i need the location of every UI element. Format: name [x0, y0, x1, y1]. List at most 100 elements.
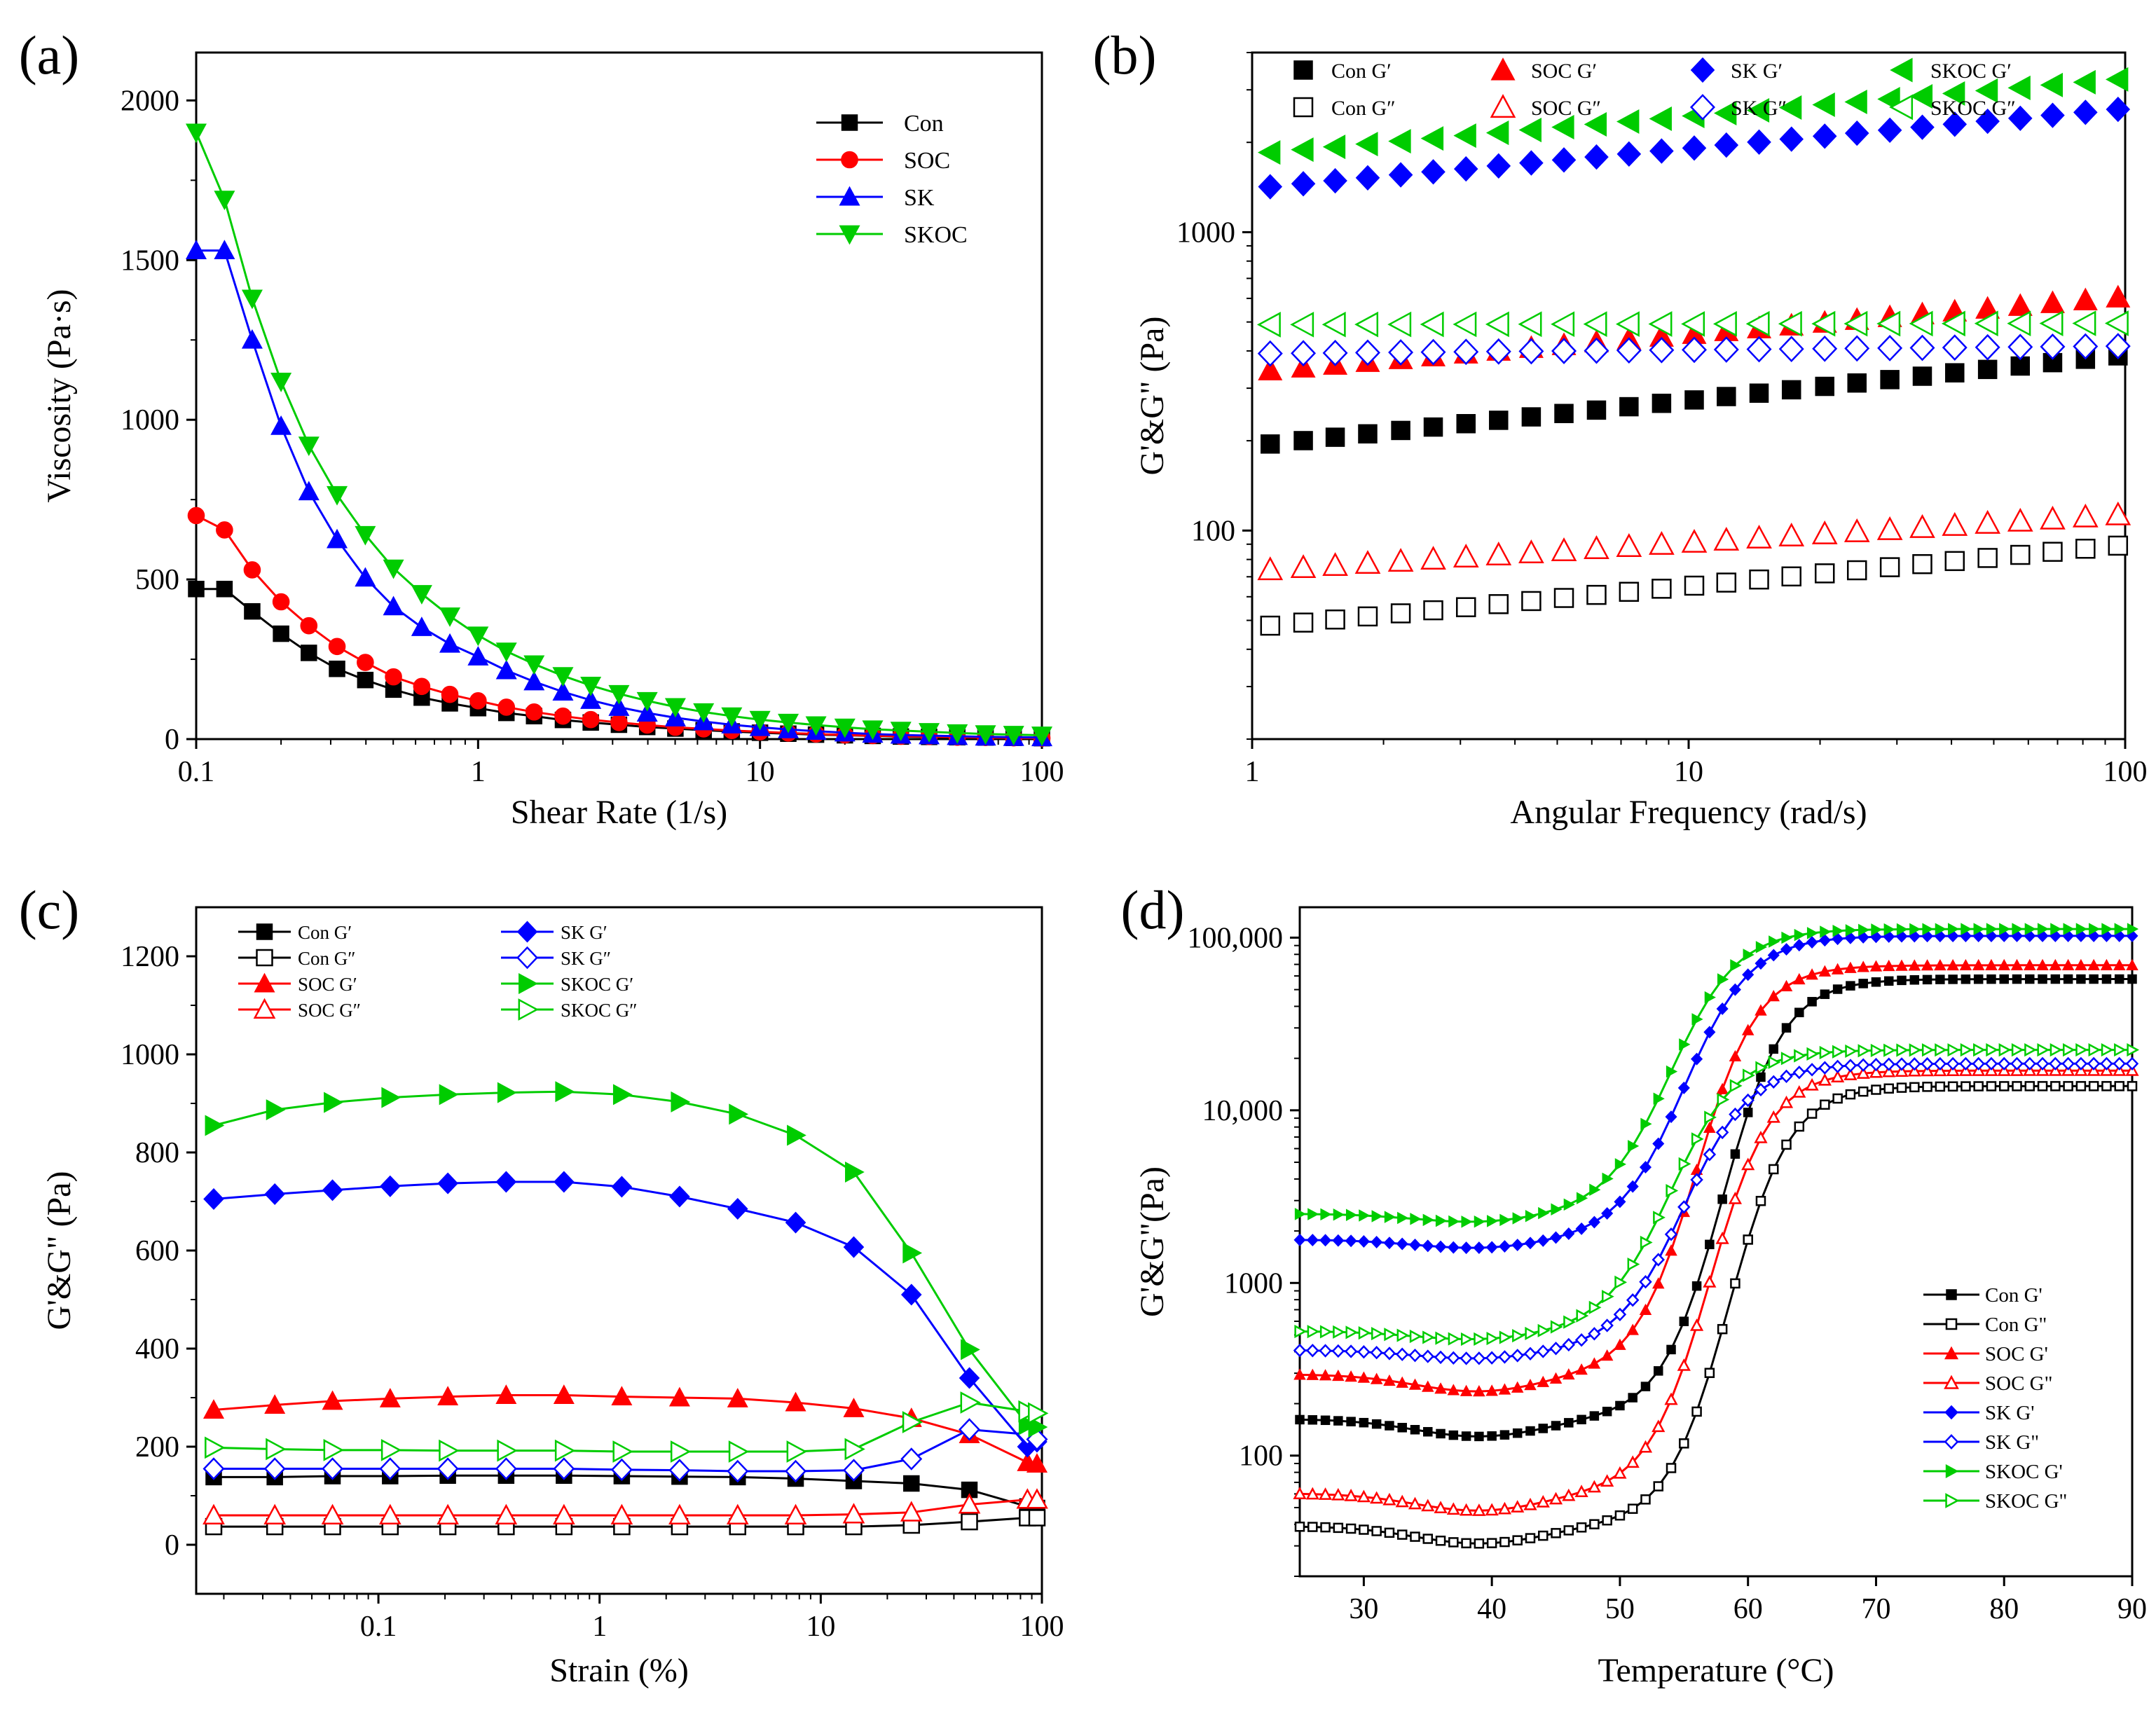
data-point — [1843, 310, 1868, 337]
data-point — [1665, 1244, 1677, 1256]
data-point — [1766, 1110, 1780, 1123]
data-point — [1754, 1082, 1768, 1097]
data-point — [1805, 1077, 1819, 1091]
data-point — [1844, 120, 1869, 146]
legend-item: SOC G' — [1923, 1343, 2048, 1365]
data-point — [1359, 1524, 1369, 1535]
data-point — [1703, 1026, 1716, 1039]
data-point — [2105, 333, 2131, 359]
data-point — [1716, 1082, 1729, 1094]
legend-label: Con G' — [1985, 1284, 2042, 1307]
data-point — [1909, 1082, 1920, 1093]
data-point — [842, 1503, 865, 1524]
data-point — [1473, 1241, 1485, 1255]
data-point — [1684, 390, 1704, 410]
legend-marker — [841, 114, 858, 131]
data-point — [1448, 1215, 1460, 1228]
data-point — [2073, 333, 2099, 360]
legend-item: SOC G″ — [1490, 94, 1601, 120]
data-point — [1371, 1326, 1384, 1341]
legend-item: Con G″ — [238, 948, 356, 969]
legend-marker — [518, 998, 539, 1021]
data-point — [785, 1459, 807, 1483]
legend-marker — [1490, 57, 1516, 81]
data-point — [1652, 1277, 1665, 1289]
data-point — [322, 1179, 343, 1201]
data-point — [1942, 511, 1968, 536]
data-point — [1972, 958, 1985, 971]
panel-label: (c) — [19, 879, 80, 940]
data-point — [1319, 1344, 1332, 1358]
data-point — [379, 1457, 401, 1480]
legend-item: SKOC G′ — [1890, 57, 2012, 83]
data-point — [2127, 923, 2139, 935]
data-point — [185, 240, 207, 260]
data-point — [1421, 1349, 1434, 1363]
data-point — [1345, 1234, 1357, 1248]
data-point — [1977, 359, 1998, 380]
data-point — [1537, 1375, 1550, 1387]
data-point — [2087, 958, 2100, 970]
data-point — [1307, 1522, 1318, 1532]
data-point — [1882, 1064, 1896, 1077]
data-point — [1749, 569, 1769, 590]
data-point — [1909, 975, 1920, 985]
data-point — [1346, 1417, 1356, 1426]
data-point — [1358, 424, 1378, 444]
data-point — [1487, 1215, 1499, 1227]
data-point — [1717, 1093, 1730, 1107]
data-point — [1420, 338, 1446, 366]
data-point — [1746, 97, 1770, 123]
data-point — [1551, 115, 1574, 140]
data-point — [1322, 552, 1348, 577]
data-point — [1858, 1086, 1869, 1097]
data-point — [668, 1386, 690, 1407]
data-point — [1947, 1043, 1961, 1057]
data-point — [1615, 311, 1640, 337]
data-point — [1549, 1372, 1563, 1384]
data-point — [1717, 387, 1736, 406]
y-tick-label: 0 — [165, 724, 179, 756]
data-point — [553, 1457, 575, 1480]
data-point — [1935, 923, 1946, 935]
data-point — [2007, 75, 2031, 100]
data-point — [727, 1388, 748, 1407]
x-tick-label: 10 — [806, 1611, 835, 1643]
data-point — [1883, 976, 1894, 986]
data-point — [1778, 310, 1802, 337]
data-point — [2089, 974, 2099, 984]
data-point — [2108, 535, 2129, 556]
data-point — [2072, 310, 2096, 336]
data-point — [266, 1099, 286, 1121]
data-point — [1453, 311, 1477, 338]
data-point — [1730, 1149, 1740, 1159]
data-point — [1844, 335, 1870, 362]
data-point — [749, 710, 771, 731]
data-point — [523, 655, 545, 675]
series-sk-g- — [203, 1171, 1048, 1458]
data-point — [1385, 1421, 1394, 1431]
data-point — [1371, 1419, 1382, 1429]
data-point — [1485, 1503, 1499, 1516]
data-point — [960, 1391, 981, 1414]
data-point — [216, 521, 233, 539]
data-point — [1909, 83, 1933, 109]
data-point — [2010, 544, 2031, 565]
data-point — [1562, 1337, 1576, 1352]
data-point — [1858, 1044, 1871, 1058]
data-point — [902, 1411, 923, 1433]
data-point — [1453, 123, 1476, 149]
data-point — [1293, 612, 1314, 633]
y-tick-label: 10,000 — [1202, 1095, 1284, 1127]
data-point — [497, 1439, 518, 1462]
data-point — [1844, 961, 1857, 973]
series-sk-g- — [1258, 96, 2131, 200]
data-point — [786, 1440, 807, 1463]
data-point — [1754, 1130, 1768, 1143]
data-point — [1857, 960, 1869, 972]
data-point — [1909, 310, 1933, 337]
data-point — [1942, 111, 1968, 137]
data-point — [1583, 311, 1607, 337]
legend-marker — [519, 972, 538, 995]
data-point — [959, 1418, 980, 1441]
